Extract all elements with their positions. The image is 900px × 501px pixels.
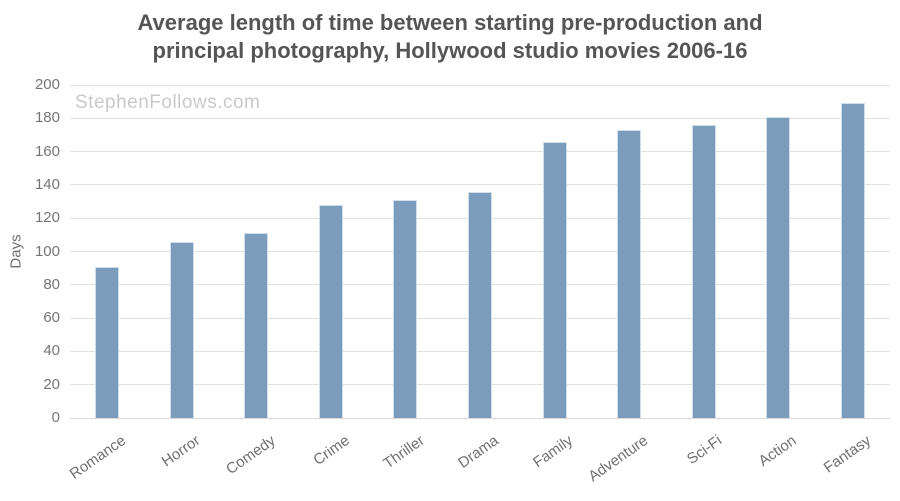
x-label-adventure: Adventure <box>585 432 651 486</box>
x-label-thriller: Thriller <box>379 432 428 473</box>
gridline-180 <box>70 117 890 119</box>
y-tick-label-180: 180 <box>34 109 60 127</box>
gridline-160 <box>70 151 890 153</box>
x-label-fantasy: Fantasy <box>821 432 875 477</box>
y-tick-label-40: 40 <box>43 342 60 360</box>
bar-crime <box>318 204 343 418</box>
y-tick-label-100: 100 <box>34 242 60 260</box>
y-tick-label-0: 0 <box>51 409 60 426</box>
y-tick-label-120: 120 <box>34 209 60 227</box>
bar-thriller <box>393 199 418 418</box>
y-tick-label-80: 80 <box>43 275 60 293</box>
gridline-0 <box>70 417 890 419</box>
y-tick-label-140: 140 <box>34 175 60 193</box>
chart-title-line-2: principal photography, Hollywood studio … <box>152 38 748 63</box>
x-label-horror: Horror <box>158 432 204 471</box>
x-label-action: Action <box>756 432 800 470</box>
bar-horror <box>169 241 194 418</box>
bar-romance <box>95 266 120 418</box>
bar-family <box>542 141 567 418</box>
chart-title: Average length of time between starting … <box>0 9 900 65</box>
y-tick-label-160: 160 <box>34 142 60 160</box>
gridline-140 <box>70 184 890 186</box>
x-label-sci-fi: Sci-Fi <box>684 432 726 468</box>
x-label-family: Family <box>530 432 577 472</box>
watermark: StephenFollows.com <box>75 92 261 113</box>
y-tick-label-200: 200 <box>34 76 60 93</box>
x-label-crime: Crime <box>310 432 353 469</box>
plot-area: 0 20 40 60 80 100 120 140 160 180 200 Romance Horror… <box>35 77 890 485</box>
bar-drama <box>468 191 492 418</box>
bar-sci-fi <box>691 124 716 418</box>
bar-adventure <box>617 129 642 418</box>
bar-fantasy <box>840 103 865 418</box>
y-tick-label-20: 20 <box>43 375 60 393</box>
x-label-drama: Drama <box>455 432 502 472</box>
chart-title-line-1: Average length of time between starting … <box>137 10 763 35</box>
x-label-comedy: Comedy <box>222 432 279 478</box>
x-label-romance: Romance <box>66 432 130 483</box>
bar-comedy <box>244 233 269 418</box>
y-tick-label-60: 60 <box>43 309 60 327</box>
gridline-200 <box>70 84 890 86</box>
bar-action <box>766 116 791 418</box>
